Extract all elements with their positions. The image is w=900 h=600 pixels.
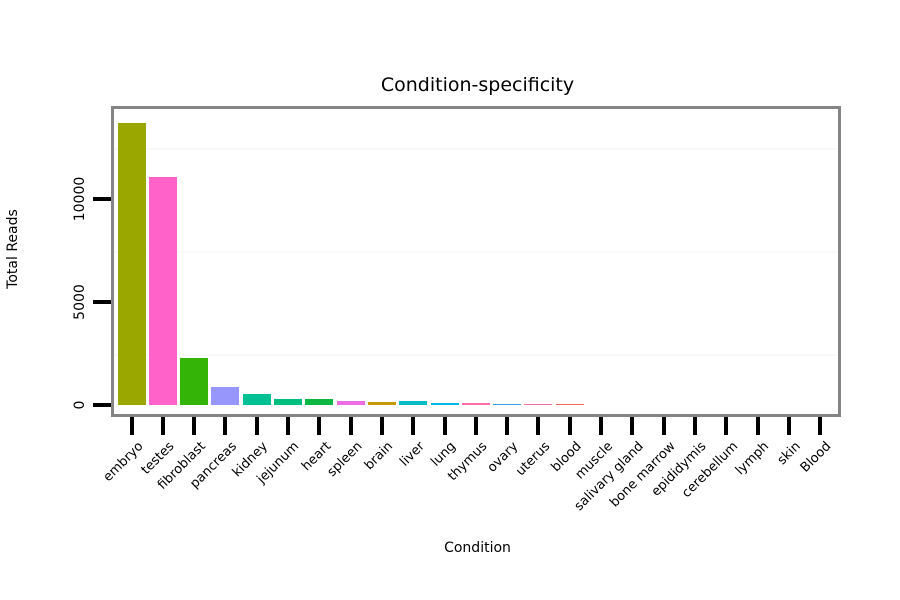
bar-jejunum xyxy=(274,398,302,405)
minor-gridline xyxy=(114,353,838,356)
bar-lung xyxy=(430,403,459,405)
x-tick xyxy=(348,417,353,435)
bar-kidney xyxy=(242,394,271,405)
x-tick xyxy=(661,417,666,435)
bar-spleen xyxy=(336,401,365,405)
y-tick xyxy=(93,300,111,304)
x-tick xyxy=(724,417,729,435)
bar-brain xyxy=(367,402,396,405)
x-tick xyxy=(536,417,541,435)
x-tick xyxy=(755,417,760,435)
x-tick-label: Blood xyxy=(798,439,835,476)
x-tick xyxy=(223,417,228,435)
bar-testes xyxy=(148,177,177,405)
x-tick xyxy=(692,417,697,435)
x-tick-label: uterus xyxy=(512,439,553,480)
plot-panel xyxy=(111,106,841,417)
x-tick xyxy=(630,417,635,435)
y-axis-title: Total Reads xyxy=(5,209,21,289)
minor-gridline xyxy=(114,250,838,253)
x-tick-label: liver xyxy=(397,439,428,470)
x-tick xyxy=(192,417,197,435)
bar-pancreas xyxy=(211,387,240,405)
x-tick xyxy=(786,417,791,435)
bar-ovary xyxy=(493,403,522,405)
y-tick-label: 10000 xyxy=(72,176,88,222)
x-tick xyxy=(567,417,572,435)
y-tick-label: 5000 xyxy=(72,284,88,320)
y-tick-label: 0 xyxy=(72,400,88,410)
bar-thymus xyxy=(461,403,490,405)
bar-heart xyxy=(305,399,334,405)
x-axis-title: Condition xyxy=(444,540,511,556)
x-tick xyxy=(505,417,510,435)
bar-uterus xyxy=(524,403,553,405)
x-tick xyxy=(379,417,384,435)
x-tick xyxy=(254,417,259,435)
x-tick-label: brain xyxy=(362,439,397,474)
x-tick xyxy=(129,417,134,435)
x-tick xyxy=(286,417,290,435)
bar-liver xyxy=(399,401,428,405)
x-tick xyxy=(442,417,447,435)
x-tick xyxy=(818,417,823,435)
x-tick-label: lymph xyxy=(732,439,773,479)
bar-fibroblast xyxy=(180,358,209,405)
bar-embryo xyxy=(117,122,146,405)
minor-gridline xyxy=(114,147,838,150)
x-tick xyxy=(411,417,416,435)
y-tick xyxy=(93,197,111,201)
y-tick xyxy=(93,403,111,407)
x-tick xyxy=(160,417,165,435)
x-tick xyxy=(599,417,603,435)
x-tick-label: embryo xyxy=(100,439,147,485)
x-tick xyxy=(473,417,478,435)
x-tick xyxy=(317,417,322,435)
bar-blood xyxy=(555,404,584,405)
chart-title: Condition-specificity xyxy=(380,74,575,96)
